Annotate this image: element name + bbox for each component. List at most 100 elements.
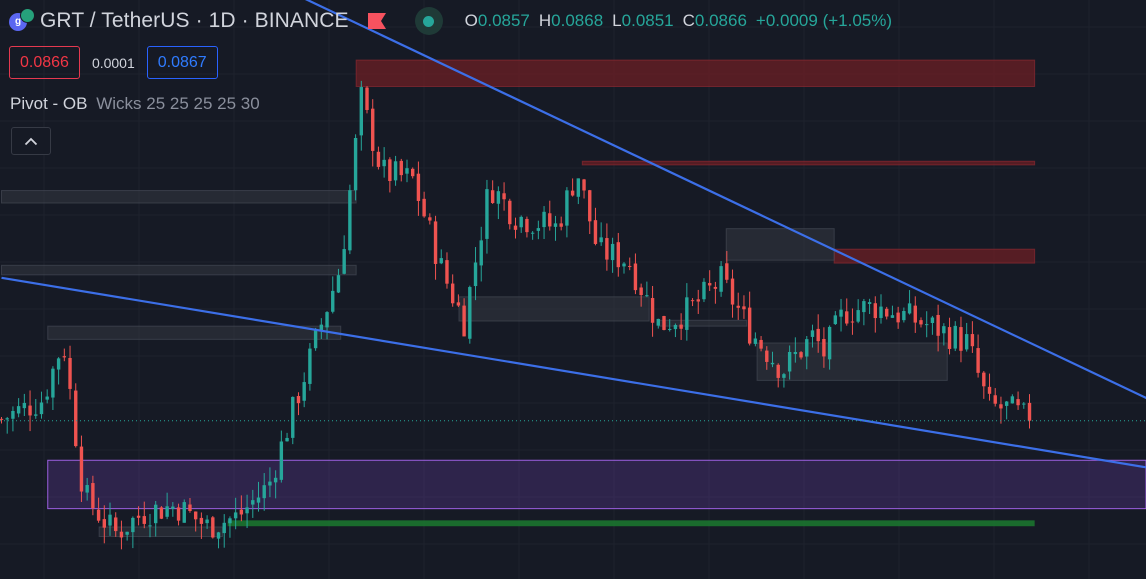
candle-body-up — [273, 477, 278, 483]
candle-body-up — [787, 351, 792, 372]
candle-body-up — [610, 243, 615, 261]
candle-body-down — [959, 327, 963, 351]
ohlc-values: O 0.0857 H 0.0868 L 0.0851 C 0.0866 +0.0… — [465, 11, 892, 31]
candle-body-up — [827, 326, 832, 360]
candle-body-down — [91, 483, 95, 509]
candle-body-up — [393, 161, 398, 181]
candle-body-down — [662, 316, 666, 330]
candle-body-down — [919, 320, 923, 325]
candle-body-up — [942, 326, 946, 334]
candle-body-down — [525, 218, 529, 233]
candle-body-up — [405, 168, 409, 174]
candle-body-up — [565, 190, 569, 226]
sell-price-button[interactable]: 0.0866 — [9, 46, 80, 79]
candle-body-down — [999, 404, 1003, 409]
candle-body-down — [296, 396, 301, 404]
high-value: 0.0868 — [551, 11, 604, 30]
candle-body-down — [211, 517, 215, 538]
candle-body-down — [411, 168, 415, 177]
candle-body-up — [233, 512, 238, 519]
candle-body-up — [719, 266, 723, 292]
candle-body-down — [79, 446, 84, 492]
candle-body-down — [896, 312, 900, 323]
close-value: 0.0866 — [694, 11, 747, 30]
candle-body-down — [445, 260, 449, 284]
price-change: +0.0009 (+1.05%) — [755, 11, 893, 30]
spread-value: 0.0001 — [91, 54, 135, 71]
candle-body-up — [319, 324, 324, 331]
candle-body-down — [747, 307, 752, 344]
candle-body-down — [987, 386, 992, 394]
candle-body-up — [599, 237, 603, 243]
candle-body-down — [885, 308, 889, 317]
candle-body-up — [890, 315, 895, 318]
candle-body-up — [685, 297, 689, 330]
candle-body-down — [993, 395, 997, 404]
candle-body-up — [496, 191, 501, 204]
indicator-name[interactable]: Pivot - OB — [10, 94, 88, 113]
candle-body-down — [388, 159, 392, 182]
candle-body-up — [1010, 396, 1015, 404]
candle-body-up — [668, 328, 672, 330]
neutral-order-block — [1, 264, 357, 276]
symbol-logo-icon[interactable]: g — [8, 7, 36, 35]
candle-body-down — [639, 287, 643, 296]
open-key: O — [464, 11, 478, 30]
candle-body-down — [982, 372, 986, 387]
neutral-order-block — [725, 228, 835, 261]
candle-body-up — [656, 318, 660, 326]
candle-body-down — [548, 213, 552, 227]
candle-body-up — [907, 303, 912, 314]
candle-body-up — [479, 240, 483, 266]
candle-body-up — [291, 396, 295, 438]
candle-body-down — [490, 190, 495, 203]
live-status-dot-icon[interactable] — [414, 7, 443, 35]
candle-body-up — [222, 522, 226, 534]
candle-body-down — [62, 356, 67, 358]
candle-body-up — [154, 504, 158, 524]
symbol-title[interactable]: GRT / TetherUS · 1D · BINANCE — [40, 9, 349, 32]
bearish-order-block — [581, 160, 1036, 166]
flag-icon[interactable] — [367, 12, 387, 30]
candle-body-down — [628, 265, 632, 267]
candle-body-down — [947, 327, 952, 349]
candle-body-down — [428, 217, 432, 221]
candle-body-down — [176, 507, 181, 521]
candle-body-down — [742, 306, 746, 310]
candle-body-down — [502, 193, 506, 200]
demand-zone — [47, 459, 1146, 510]
candle-body-up — [171, 506, 175, 509]
candle-body-up — [39, 402, 44, 415]
candle-body-up — [953, 325, 957, 349]
candle-body-up — [56, 358, 61, 370]
candle-body-down — [650, 298, 655, 323]
candle-body-up — [336, 275, 341, 293]
candle-body-up — [930, 317, 935, 324]
candle-body-up — [279, 441, 284, 480]
candle-body-up — [622, 263, 626, 267]
candle-body-down — [976, 348, 980, 373]
candle-body-up — [805, 339, 809, 357]
candle-body-up — [262, 485, 266, 499]
candle-body-up — [342, 249, 346, 274]
candle-body-up — [348, 190, 352, 251]
candle-body-down — [462, 305, 466, 337]
collapse-legend-button[interactable] — [11, 127, 51, 155]
candle-body-down — [570, 190, 575, 196]
buy-price-button[interactable]: 0.0867 — [146, 46, 218, 79]
indicator-legend[interactable]: Pivot - OB Wicks 25 25 25 25 30 — [10, 94, 260, 114]
candle-body-up — [753, 338, 758, 344]
candle-body-up — [5, 418, 9, 420]
candle-body-up — [359, 87, 363, 136]
candle-body-down — [559, 223, 563, 227]
neutral-order-block — [1, 190, 357, 204]
candle-body-up — [576, 178, 581, 197]
candle-body-up — [302, 382, 306, 401]
candle-body-up — [85, 485, 89, 493]
candle-body-up — [485, 189, 489, 239]
trendline-layer — [1, 0, 1146, 469]
candle-body-up — [228, 518, 232, 524]
candle-body-up — [165, 506, 169, 517]
